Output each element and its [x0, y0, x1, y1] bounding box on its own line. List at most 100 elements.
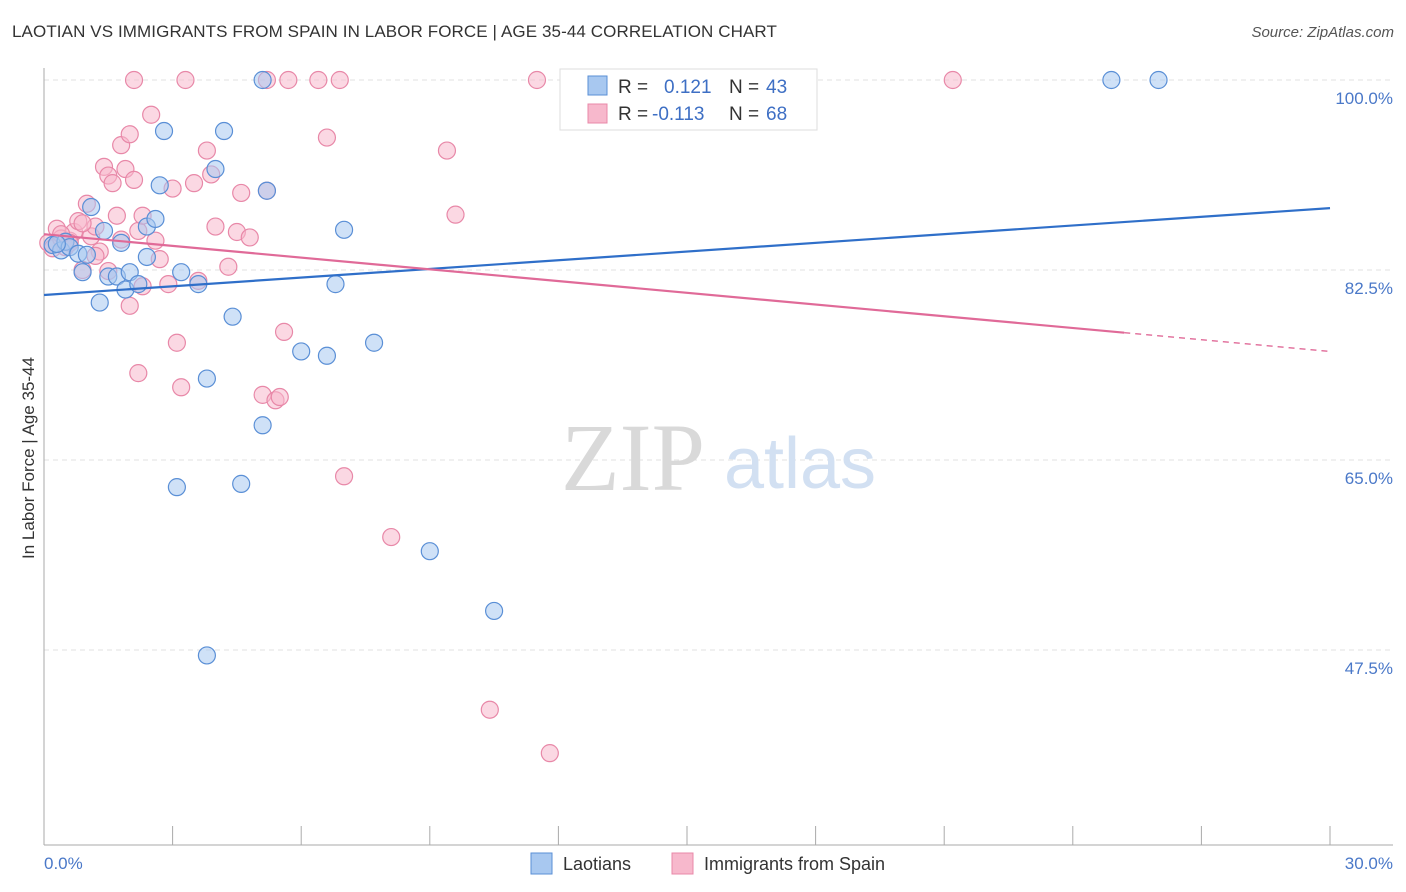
watermark-atlas: atlas	[724, 424, 876, 504]
data-point-blue	[197, 646, 216, 665]
data-point-blue	[253, 70, 272, 90]
data-point-blue	[326, 275, 345, 294]
y-tick-label: 100.0%	[1335, 89, 1393, 108]
data-point-blue	[232, 474, 251, 493]
axes	[43, 68, 1393, 846]
x-tick-label-min: 0.0%	[44, 854, 83, 873]
data-point-pink	[103, 174, 122, 193]
x-tick-label-max: 30.0%	[1345, 854, 1393, 873]
legend-swatch-pink	[587, 103, 608, 124]
y-tick-label: 82.5%	[1345, 279, 1393, 298]
data-point-blue	[94, 221, 114, 241]
data-point-blue	[154, 121, 174, 141]
zipatlas-watermark: ZIP atlas	[561, 404, 876, 511]
data-point-blue	[223, 307, 242, 326]
data-point-pink	[124, 70, 144, 90]
data-point-pink	[197, 141, 216, 160]
data-point-pink	[232, 183, 251, 203]
data-point-pink	[382, 527, 401, 547]
data-point-blue	[1149, 70, 1168, 90]
data-point-pink	[480, 700, 499, 719]
data-point-pink	[437, 141, 457, 160]
data-point-blue	[77, 245, 96, 264]
series-immigrants-from-spain	[39, 70, 962, 763]
legend-r-value-pink: -0.113	[652, 104, 704, 125]
data-point-pink	[317, 128, 337, 147]
bottom-legend-label-laotians: Laotians	[563, 854, 631, 874]
chart-title: LAOTIAN VS IMMIGRANTS FROM SPAIN IN LABO…	[12, 22, 777, 41]
y-axis-title: In Labor Force | Age 35-44	[19, 357, 38, 559]
legend-n-value-blue: 43	[766, 77, 787, 98]
data-point-pink	[184, 174, 204, 193]
data-point-pink	[527, 70, 547, 90]
data-point-pink	[172, 378, 191, 397]
bottom-legend-swatch-spain	[671, 852, 694, 875]
trend-lines	[43, 207, 1331, 353]
data-point-pink	[330, 70, 349, 90]
data-point-pink	[943, 70, 962, 90]
data-point-pink	[309, 70, 328, 90]
data-point-pink	[206, 217, 225, 236]
series-laotians	[43, 70, 1168, 665]
data-point-pink	[129, 364, 148, 383]
legend-n-value-pink: 68	[766, 104, 787, 125]
data-point-pink	[279, 70, 298, 90]
data-point-blue	[420, 542, 439, 561]
data-point-blue	[47, 234, 66, 254]
data-point-blue	[73, 263, 92, 282]
data-point-blue	[112, 233, 131, 252]
watermark-zip: ZIP	[561, 404, 705, 511]
data-point-blue	[257, 181, 277, 200]
data-point-blue	[334, 220, 354, 239]
data-point-blue	[137, 247, 156, 267]
bottom-legend-label-spain: Immigrants from Spain	[704, 854, 885, 874]
data-point-pink	[142, 105, 161, 124]
trend-line-blue	[43, 207, 1331, 297]
data-point-blue	[214, 121, 234, 141]
data-point-blue	[1102, 70, 1121, 90]
data-point-pink	[167, 333, 186, 352]
legend-n-label-blue: N =	[729, 77, 759, 98]
y-tick-label: 65.0%	[1345, 469, 1393, 488]
y-tick-labels: 47.5% 65.0% 82.5% 100.0%	[1335, 89, 1393, 678]
data-point-blue	[146, 209, 165, 229]
legend-n-label-pink: N =	[729, 104, 759, 125]
data-point-pink	[73, 214, 92, 233]
chart-source: Source: ZipAtlas.com	[1251, 24, 1394, 41]
legend-r-label-pink: R =	[618, 104, 648, 125]
data-point-pink	[159, 275, 178, 294]
data-point-blue	[292, 342, 311, 361]
series-legend: Laotians Immigrants from Spain	[530, 852, 885, 875]
data-point-pink	[176, 70, 195, 90]
legend-r-value-blue: 0.121	[664, 77, 712, 98]
data-point-blue	[172, 263, 191, 282]
data-point-pink	[240, 228, 259, 247]
data-point-blue	[253, 416, 272, 435]
data-point-blue	[364, 333, 384, 352]
bottom-legend-swatch-laotians	[530, 852, 553, 875]
data-point-pink	[540, 744, 559, 763]
data-point-blue	[485, 601, 504, 621]
legend-r-label-blue: R =	[618, 77, 648, 98]
x-tick-labels: 0.0% 30.0%	[44, 854, 1393, 873]
data-point-blue	[167, 478, 186, 497]
trend-line-extension-pink	[1124, 331, 1331, 353]
data-point-blue	[206, 159, 225, 179]
correlation-legend: R = 0.121 N = 43 R = -0.113 N = 68	[559, 68, 818, 131]
trend-line-pink	[43, 233, 1125, 334]
data-point-pink	[446, 205, 465, 224]
data-point-blue	[82, 197, 101, 217]
data-point-pink	[124, 170, 144, 189]
data-point-pink	[334, 467, 354, 486]
data-point-pink	[107, 206, 126, 225]
data-point-pink	[219, 257, 238, 276]
data-point-blue	[317, 346, 337, 365]
data-point-blue	[150, 176, 169, 195]
data-point-pink	[120, 296, 139, 315]
data-point-pink	[120, 125, 139, 144]
legend-swatch-blue	[587, 75, 608, 96]
data-point-blue	[90, 293, 109, 312]
data-point-blue	[197, 369, 216, 388]
data-point-pink	[274, 322, 294, 341]
